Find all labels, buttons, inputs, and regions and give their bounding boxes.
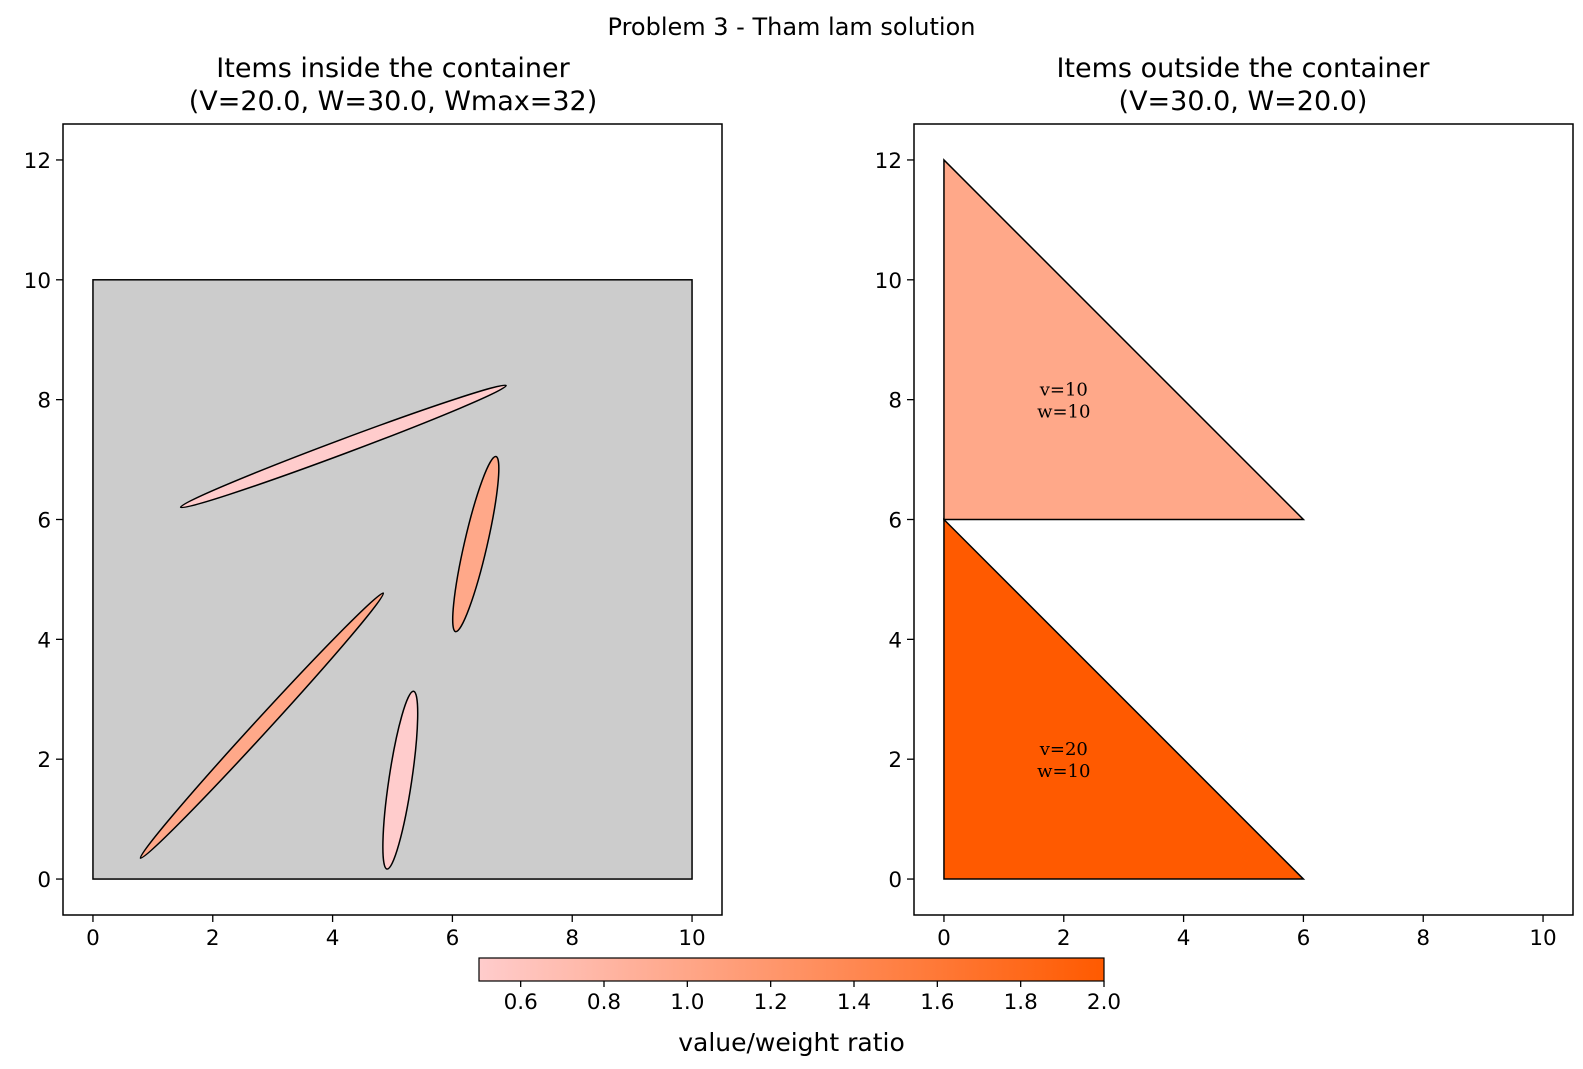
figure-suptitle: Problem 3 - Tham lam solution (608, 13, 976, 41)
item-triangle (943, 158, 1306, 521)
item-ellipse (139, 592, 385, 859)
item-weight-label: w=10 (1037, 761, 1090, 782)
x-tick-label: 2 (1057, 926, 1071, 951)
item-ellipse (451, 455, 500, 633)
colorbar-tick-label: 2.0 (1087, 990, 1121, 1015)
colorbar-tick-label: 0.6 (504, 990, 538, 1015)
colorbar-tick-label: 0.8 (587, 990, 621, 1015)
y-tick-label: 10 (24, 269, 51, 294)
item-value-label: v=20 (1039, 739, 1088, 760)
x-tick-label: 8 (565, 926, 579, 951)
colorbar-tick-label: 1.6 (920, 990, 954, 1015)
y-tick-label: 0 (37, 868, 51, 893)
item-ellipse (382, 690, 419, 870)
x-tick-label: 2 (206, 926, 220, 951)
colorbar-tick-label: 1.2 (754, 990, 788, 1015)
x-tick-label: 4 (1177, 926, 1191, 951)
item-weight-label: w=10 (1037, 402, 1090, 423)
x-tick-label: 0 (86, 926, 100, 951)
y-tick-label: 2 (37, 748, 51, 773)
colorbar-gradient (478, 957, 1105, 982)
item-value-label: v=10 (1039, 380, 1088, 401)
x-tick-label: 4 (326, 926, 340, 951)
colorbar-tick-label: 1.8 (1004, 990, 1038, 1015)
right-panel-title-line2: (V=30.0, W=20.0) (1119, 86, 1368, 117)
y-tick-label: 10 (875, 269, 902, 294)
y-tick-label: 4 (37, 628, 51, 653)
colorbar: 0.6 0.8 1.0 1.2 1.4 1.6 1.8 2.0 value/weight ra… (478, 957, 1121, 1057)
x-tick-label: 6 (446, 926, 460, 951)
right-panel: Items outside the container (V=30.0, W=2… (875, 53, 1574, 951)
left-panel-title-line2: (V=20.0, W=30.0, Wmax=32) (189, 86, 598, 117)
x-tick-label: 6 (1297, 926, 1311, 951)
item-triangle (943, 517, 1306, 880)
y-tick-label: 12 (875, 149, 902, 174)
colorbar-tick-label: 1.0 (670, 990, 704, 1015)
y-tick-label: 4 (888, 628, 902, 653)
x-tick-label: 10 (678, 926, 705, 951)
y-tick-label: 6 (37, 509, 51, 534)
left-panel-title-line1: Items inside the container (216, 53, 570, 84)
y-tick-label: 8 (37, 389, 51, 414)
item-ellipse (179, 384, 507, 509)
x-tick-label: 0 (937, 926, 951, 951)
colorbar-tick-label: 1.4 (837, 990, 871, 1015)
y-tick-label: 0 (888, 868, 902, 893)
right-panel-title-line1: Items outside the container (1056, 53, 1430, 84)
y-tick-label: 2 (888, 748, 902, 773)
x-tick-label: 8 (1416, 926, 1430, 951)
y-tick-label: 6 (888, 509, 902, 534)
x-tick-label: 10 (1529, 926, 1556, 951)
y-tick-label: 8 (888, 389, 902, 414)
left-panel: Items inside the container (V=20.0, W=30… (24, 53, 723, 951)
colorbar-label: value/weight ratio (678, 1028, 905, 1057)
y-tick-label: 12 (24, 149, 51, 174)
